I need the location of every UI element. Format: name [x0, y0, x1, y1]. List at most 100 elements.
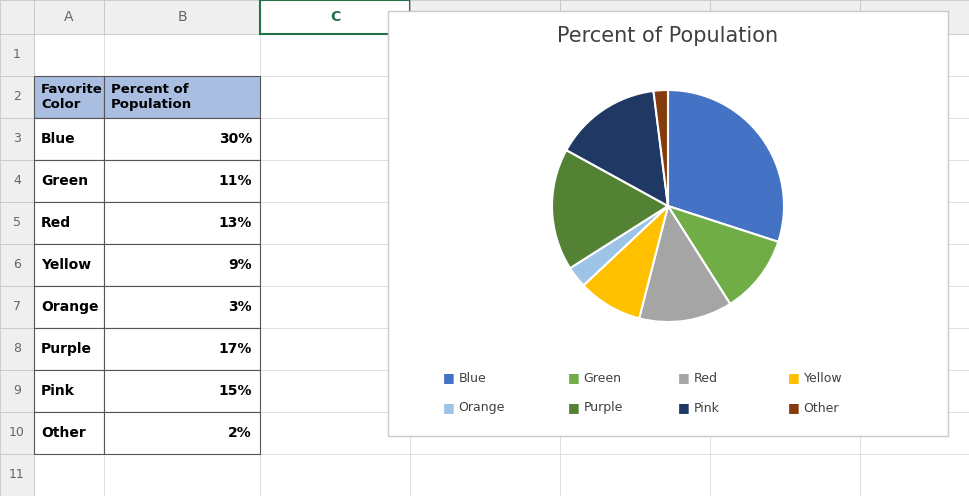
FancyBboxPatch shape	[560, 412, 710, 454]
FancyBboxPatch shape	[0, 328, 34, 370]
Text: 13%: 13%	[219, 216, 252, 230]
FancyBboxPatch shape	[0, 34, 34, 76]
FancyBboxPatch shape	[410, 34, 560, 76]
FancyBboxPatch shape	[34, 328, 104, 370]
FancyBboxPatch shape	[260, 370, 410, 412]
FancyBboxPatch shape	[710, 118, 860, 160]
FancyBboxPatch shape	[260, 0, 410, 34]
FancyBboxPatch shape	[104, 286, 260, 328]
FancyBboxPatch shape	[410, 370, 560, 412]
Text: 11%: 11%	[218, 174, 252, 188]
FancyBboxPatch shape	[260, 118, 410, 160]
FancyBboxPatch shape	[260, 34, 410, 76]
FancyBboxPatch shape	[104, 328, 260, 370]
FancyBboxPatch shape	[560, 244, 710, 286]
FancyBboxPatch shape	[104, 202, 260, 244]
Wedge shape	[653, 90, 668, 206]
Text: 8: 8	[13, 343, 21, 356]
FancyBboxPatch shape	[104, 118, 260, 160]
FancyBboxPatch shape	[260, 328, 410, 370]
FancyBboxPatch shape	[104, 370, 260, 412]
FancyBboxPatch shape	[104, 412, 260, 454]
FancyBboxPatch shape	[104, 34, 260, 76]
Text: E: E	[631, 10, 640, 24]
Wedge shape	[640, 206, 731, 322]
FancyBboxPatch shape	[34, 202, 104, 244]
FancyBboxPatch shape	[560, 286, 710, 328]
FancyBboxPatch shape	[104, 370, 260, 412]
Text: Orange: Orange	[458, 401, 505, 415]
Text: Green: Green	[583, 372, 621, 384]
FancyBboxPatch shape	[410, 202, 560, 244]
FancyBboxPatch shape	[560, 76, 710, 118]
FancyBboxPatch shape	[34, 76, 104, 118]
Text: 17%: 17%	[219, 342, 252, 356]
FancyBboxPatch shape	[34, 118, 104, 160]
FancyBboxPatch shape	[410, 328, 560, 370]
Text: ■: ■	[443, 372, 454, 384]
Text: 30%: 30%	[219, 132, 252, 146]
FancyBboxPatch shape	[410, 412, 560, 454]
FancyBboxPatch shape	[104, 244, 260, 286]
Text: F: F	[781, 10, 789, 24]
FancyBboxPatch shape	[710, 0, 860, 34]
FancyBboxPatch shape	[34, 286, 104, 328]
Text: 5: 5	[13, 216, 21, 230]
FancyBboxPatch shape	[0, 370, 34, 412]
FancyBboxPatch shape	[260, 412, 410, 454]
Text: ■: ■	[443, 401, 454, 415]
FancyBboxPatch shape	[34, 0, 104, 34]
FancyBboxPatch shape	[710, 370, 860, 412]
FancyBboxPatch shape	[710, 328, 860, 370]
Text: Favorite
Color: Favorite Color	[41, 83, 103, 111]
Text: Percent of Population: Percent of Population	[557, 26, 778, 46]
FancyBboxPatch shape	[710, 202, 860, 244]
FancyBboxPatch shape	[104, 286, 260, 328]
Text: Yellow: Yellow	[41, 258, 91, 272]
FancyBboxPatch shape	[34, 454, 104, 496]
Text: 9: 9	[13, 384, 21, 397]
FancyBboxPatch shape	[410, 454, 560, 496]
FancyBboxPatch shape	[860, 34, 969, 76]
FancyBboxPatch shape	[560, 160, 710, 202]
FancyBboxPatch shape	[260, 244, 410, 286]
Text: ■: ■	[568, 372, 579, 384]
Text: Blue: Blue	[458, 372, 486, 384]
FancyBboxPatch shape	[34, 34, 104, 76]
FancyBboxPatch shape	[410, 118, 560, 160]
FancyBboxPatch shape	[104, 160, 260, 202]
FancyBboxPatch shape	[860, 244, 969, 286]
FancyBboxPatch shape	[34, 370, 104, 412]
FancyBboxPatch shape	[560, 454, 710, 496]
FancyBboxPatch shape	[104, 76, 260, 118]
Text: 15%: 15%	[218, 384, 252, 398]
Text: 6: 6	[13, 258, 21, 271]
FancyBboxPatch shape	[710, 412, 860, 454]
Wedge shape	[552, 150, 668, 268]
Text: C: C	[329, 10, 340, 24]
FancyBboxPatch shape	[860, 412, 969, 454]
FancyBboxPatch shape	[0, 118, 34, 160]
FancyBboxPatch shape	[0, 0, 34, 34]
FancyBboxPatch shape	[0, 244, 34, 286]
FancyBboxPatch shape	[710, 160, 860, 202]
Text: B: B	[177, 10, 187, 24]
Text: 3%: 3%	[229, 300, 252, 314]
FancyBboxPatch shape	[104, 76, 260, 118]
Text: 1: 1	[13, 49, 21, 62]
Text: Purple: Purple	[583, 401, 623, 415]
Text: 10: 10	[9, 427, 25, 439]
FancyBboxPatch shape	[34, 76, 104, 118]
Text: Pink: Pink	[694, 401, 719, 415]
FancyBboxPatch shape	[104, 454, 260, 496]
FancyBboxPatch shape	[260, 454, 410, 496]
FancyBboxPatch shape	[860, 370, 969, 412]
FancyBboxPatch shape	[560, 118, 710, 160]
FancyBboxPatch shape	[410, 76, 560, 118]
FancyBboxPatch shape	[104, 202, 260, 244]
Text: A: A	[64, 10, 74, 24]
Text: ■: ■	[788, 372, 799, 384]
Wedge shape	[668, 90, 784, 242]
FancyBboxPatch shape	[34, 244, 104, 286]
Text: 11: 11	[9, 469, 25, 482]
